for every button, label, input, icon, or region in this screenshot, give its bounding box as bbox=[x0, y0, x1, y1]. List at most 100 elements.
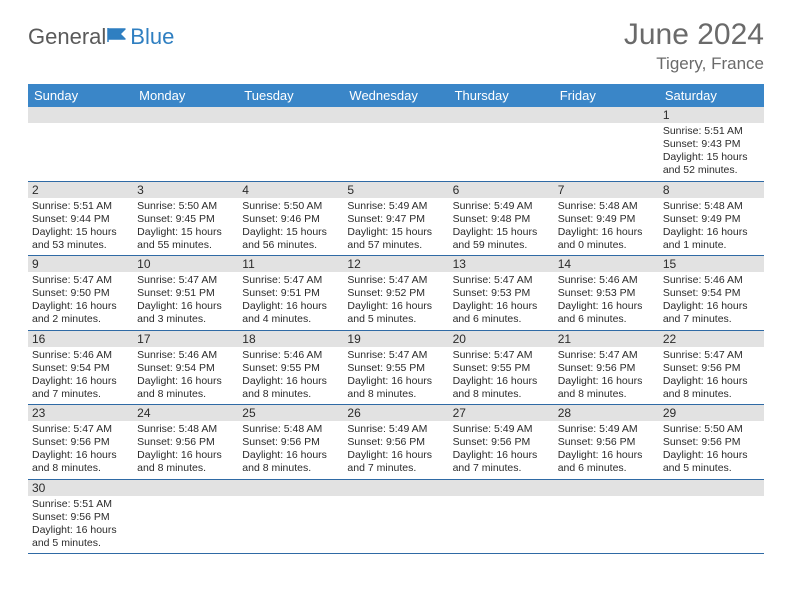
weekday-header-row: SundayMondayTuesdayWednesdayThursdayFrid… bbox=[28, 84, 764, 107]
location: Tigery, France bbox=[624, 54, 764, 74]
day-cell: Sunrise: 5:46 AMSunset: 9:54 PMDaylight:… bbox=[133, 347, 238, 405]
sunrise-text: Sunrise: 5:50 AM bbox=[242, 200, 339, 213]
sunset-text: Sunset: 9:43 PM bbox=[663, 138, 760, 151]
weekday-header: Wednesday bbox=[343, 84, 448, 107]
sunrise-text: Sunrise: 5:46 AM bbox=[558, 274, 655, 287]
sunset-text: Sunset: 9:46 PM bbox=[242, 213, 339, 226]
day-cell bbox=[238, 496, 343, 554]
day-number-row: 23242526272829 bbox=[28, 405, 764, 421]
day-number: 25 bbox=[238, 405, 343, 421]
sunrise-text: Sunrise: 5:47 AM bbox=[453, 349, 550, 362]
day-cell: Sunrise: 5:48 AMSunset: 9:56 PMDaylight:… bbox=[238, 421, 343, 479]
day-cell: Sunrise: 5:47 AMSunset: 9:56 PMDaylight:… bbox=[28, 421, 133, 479]
sunset-text: Sunset: 9:54 PM bbox=[32, 362, 129, 375]
day-number: 13 bbox=[449, 256, 554, 272]
sunset-text: Sunset: 9:56 PM bbox=[242, 436, 339, 449]
sunrise-text: Sunrise: 5:48 AM bbox=[137, 423, 234, 436]
sunrise-text: Sunrise: 5:48 AM bbox=[663, 200, 760, 213]
daylight-text: Daylight: 16 hours and 8 minutes. bbox=[663, 375, 760, 401]
sunrise-text: Sunrise: 5:51 AM bbox=[663, 125, 760, 138]
daylight-text: Daylight: 16 hours and 8 minutes. bbox=[137, 375, 234, 401]
sunset-text: Sunset: 9:56 PM bbox=[347, 436, 444, 449]
sunrise-text: Sunrise: 5:50 AM bbox=[137, 200, 234, 213]
sunrise-text: Sunrise: 5:47 AM bbox=[242, 274, 339, 287]
weekday-header: Sunday bbox=[28, 84, 133, 107]
day-number: 6 bbox=[449, 182, 554, 198]
day-number: 30 bbox=[28, 480, 133, 496]
day-number: 21 bbox=[554, 331, 659, 347]
day-cell bbox=[133, 496, 238, 554]
sunset-text: Sunset: 9:53 PM bbox=[453, 287, 550, 300]
sunrise-text: Sunrise: 5:49 AM bbox=[347, 200, 444, 213]
sunrise-text: Sunrise: 5:50 AM bbox=[663, 423, 760, 436]
sunrise-text: Sunrise: 5:47 AM bbox=[663, 349, 760, 362]
header: General Blue June 2024 Tigery, France bbox=[28, 18, 764, 74]
sunset-text: Sunset: 9:49 PM bbox=[663, 213, 760, 226]
day-number: 16 bbox=[28, 331, 133, 347]
sunrise-text: Sunrise: 5:46 AM bbox=[32, 349, 129, 362]
day-cell: Sunrise: 5:48 AMSunset: 9:49 PMDaylight:… bbox=[554, 198, 659, 256]
daylight-text: Daylight: 16 hours and 5 minutes. bbox=[347, 300, 444, 326]
daylight-text: Daylight: 16 hours and 6 minutes. bbox=[558, 449, 655, 475]
day-cell bbox=[343, 123, 448, 181]
day-number: 10 bbox=[133, 256, 238, 272]
day-cell: Sunrise: 5:46 AMSunset: 9:53 PMDaylight:… bbox=[554, 272, 659, 330]
day-number-row: 16171819202122 bbox=[28, 331, 764, 347]
day-number: 7 bbox=[554, 182, 659, 198]
weekday-header: Saturday bbox=[659, 84, 764, 107]
sunrise-text: Sunrise: 5:47 AM bbox=[32, 423, 129, 436]
day-number: 20 bbox=[449, 331, 554, 347]
daylight-text: Daylight: 16 hours and 0 minutes. bbox=[558, 226, 655, 252]
sunset-text: Sunset: 9:47 PM bbox=[347, 213, 444, 226]
day-number: 9 bbox=[28, 256, 133, 272]
day-cell: Sunrise: 5:47 AMSunset: 9:50 PMDaylight:… bbox=[28, 272, 133, 330]
week-row: Sunrise: 5:47 AMSunset: 9:50 PMDaylight:… bbox=[28, 272, 764, 331]
daylight-text: Daylight: 16 hours and 8 minutes. bbox=[558, 375, 655, 401]
day-cell bbox=[28, 123, 133, 181]
week-row: Sunrise: 5:46 AMSunset: 9:54 PMDaylight:… bbox=[28, 347, 764, 406]
sunset-text: Sunset: 9:54 PM bbox=[663, 287, 760, 300]
day-number: 22 bbox=[659, 331, 764, 347]
day-cell: Sunrise: 5:51 AMSunset: 9:44 PMDaylight:… bbox=[28, 198, 133, 256]
day-cell: Sunrise: 5:47 AMSunset: 9:55 PMDaylight:… bbox=[343, 347, 448, 405]
calendar-page: General Blue June 2024 Tigery, France Su… bbox=[0, 0, 792, 612]
sunrise-text: Sunrise: 5:49 AM bbox=[453, 200, 550, 213]
weekday-header: Monday bbox=[133, 84, 238, 107]
daylight-text: Daylight: 16 hours and 8 minutes. bbox=[453, 375, 550, 401]
flag-icon bbox=[107, 24, 129, 50]
weekday-header: Tuesday bbox=[238, 84, 343, 107]
sunrise-text: Sunrise: 5:48 AM bbox=[558, 200, 655, 213]
sunrise-text: Sunrise: 5:46 AM bbox=[663, 274, 760, 287]
sunrise-text: Sunrise: 5:51 AM bbox=[32, 200, 129, 213]
sunrise-text: Sunrise: 5:46 AM bbox=[242, 349, 339, 362]
daylight-text: Daylight: 16 hours and 2 minutes. bbox=[32, 300, 129, 326]
day-cell: Sunrise: 5:46 AMSunset: 9:55 PMDaylight:… bbox=[238, 347, 343, 405]
sunrise-text: Sunrise: 5:46 AM bbox=[137, 349, 234, 362]
logo: General Blue bbox=[28, 24, 174, 50]
day-cell: Sunrise: 5:48 AMSunset: 9:49 PMDaylight:… bbox=[659, 198, 764, 256]
sunset-text: Sunset: 9:56 PM bbox=[558, 436, 655, 449]
day-number: 12 bbox=[343, 256, 448, 272]
day-number-row: 9101112131415 bbox=[28, 256, 764, 272]
daylight-text: Daylight: 16 hours and 7 minutes. bbox=[453, 449, 550, 475]
title-block: June 2024 Tigery, France bbox=[624, 18, 764, 74]
sunset-text: Sunset: 9:55 PM bbox=[453, 362, 550, 375]
day-cell: Sunrise: 5:46 AMSunset: 9:54 PMDaylight:… bbox=[659, 272, 764, 330]
weekday-header: Friday bbox=[554, 84, 659, 107]
day-number-row: ......1 bbox=[28, 107, 764, 123]
day-cell: Sunrise: 5:49 AMSunset: 9:47 PMDaylight:… bbox=[343, 198, 448, 256]
day-cell: Sunrise: 5:47 AMSunset: 9:53 PMDaylight:… bbox=[449, 272, 554, 330]
sunrise-text: Sunrise: 5:49 AM bbox=[453, 423, 550, 436]
day-cell: Sunrise: 5:47 AMSunset: 9:51 PMDaylight:… bbox=[133, 272, 238, 330]
day-cell bbox=[554, 496, 659, 554]
day-number: 27 bbox=[449, 405, 554, 421]
day-cell: Sunrise: 5:49 AMSunset: 9:56 PMDaylight:… bbox=[554, 421, 659, 479]
sunset-text: Sunset: 9:48 PM bbox=[453, 213, 550, 226]
day-cell: Sunrise: 5:50 AMSunset: 9:45 PMDaylight:… bbox=[133, 198, 238, 256]
daylight-text: Daylight: 16 hours and 7 minutes. bbox=[347, 449, 444, 475]
day-cell: Sunrise: 5:49 AMSunset: 9:48 PMDaylight:… bbox=[449, 198, 554, 256]
day-cell: Sunrise: 5:47 AMSunset: 9:56 PMDaylight:… bbox=[554, 347, 659, 405]
sunrise-text: Sunrise: 5:51 AM bbox=[32, 498, 129, 511]
sunset-text: Sunset: 9:51 PM bbox=[242, 287, 339, 300]
day-cell: Sunrise: 5:50 AMSunset: 9:56 PMDaylight:… bbox=[659, 421, 764, 479]
